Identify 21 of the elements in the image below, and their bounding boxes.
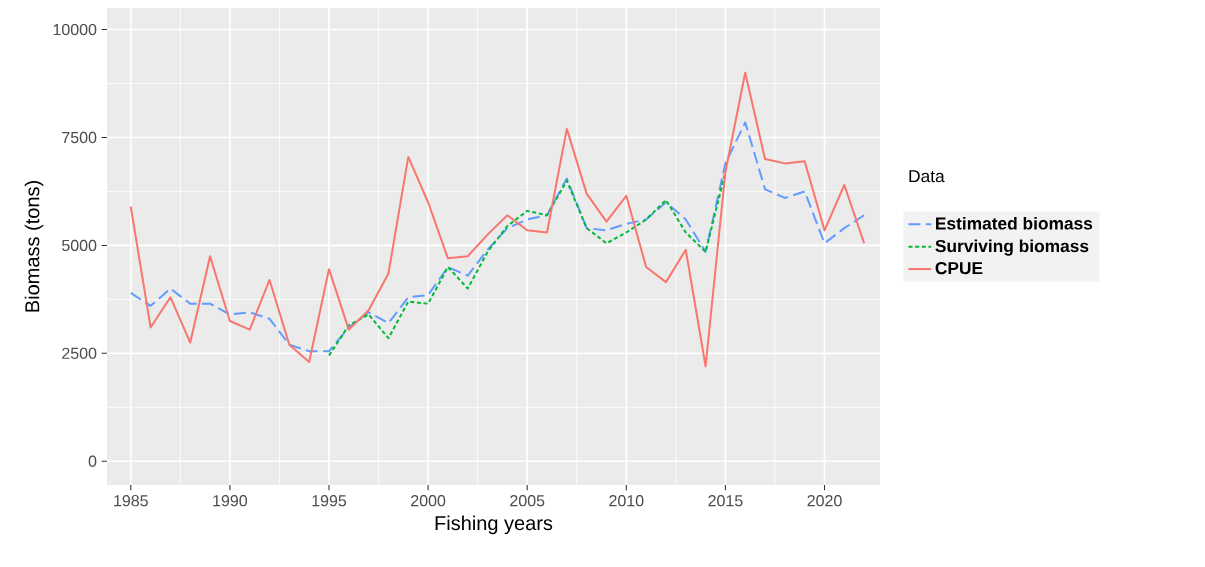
legend-label: Surviving biomass <box>935 239 1089 256</box>
x-tick-label: 2010 <box>609 495 644 507</box>
y-tick-label: 0 <box>88 455 97 467</box>
line-series <box>129 71 866 368</box>
legend-title: Data <box>909 170 945 183</box>
x-tick-label: 2000 <box>411 495 446 507</box>
line-series <box>129 121 866 353</box>
legend-label: CPUE <box>935 262 983 275</box>
y-axis-title: Biomass (tons) <box>24 181 44 312</box>
x-tick-label: 1990 <box>213 495 248 507</box>
x-tick-label: 2005 <box>510 495 545 507</box>
x-tick-label: 2015 <box>708 495 743 507</box>
y-tick-label: 7500 <box>62 131 97 144</box>
x-tick-label: 1995 <box>312 495 347 507</box>
y-tick-label: 5000 <box>62 239 97 252</box>
x-tick-label: 1985 <box>114 495 148 507</box>
y-tick-label: 10000 <box>53 23 97 36</box>
legend-label: Estimated biomass <box>936 216 1093 230</box>
x-axis-title: Fishing years <box>435 515 553 535</box>
y-tick-label: 2500 <box>62 347 97 359</box>
x-tick-label: 2020 <box>807 495 842 507</box>
